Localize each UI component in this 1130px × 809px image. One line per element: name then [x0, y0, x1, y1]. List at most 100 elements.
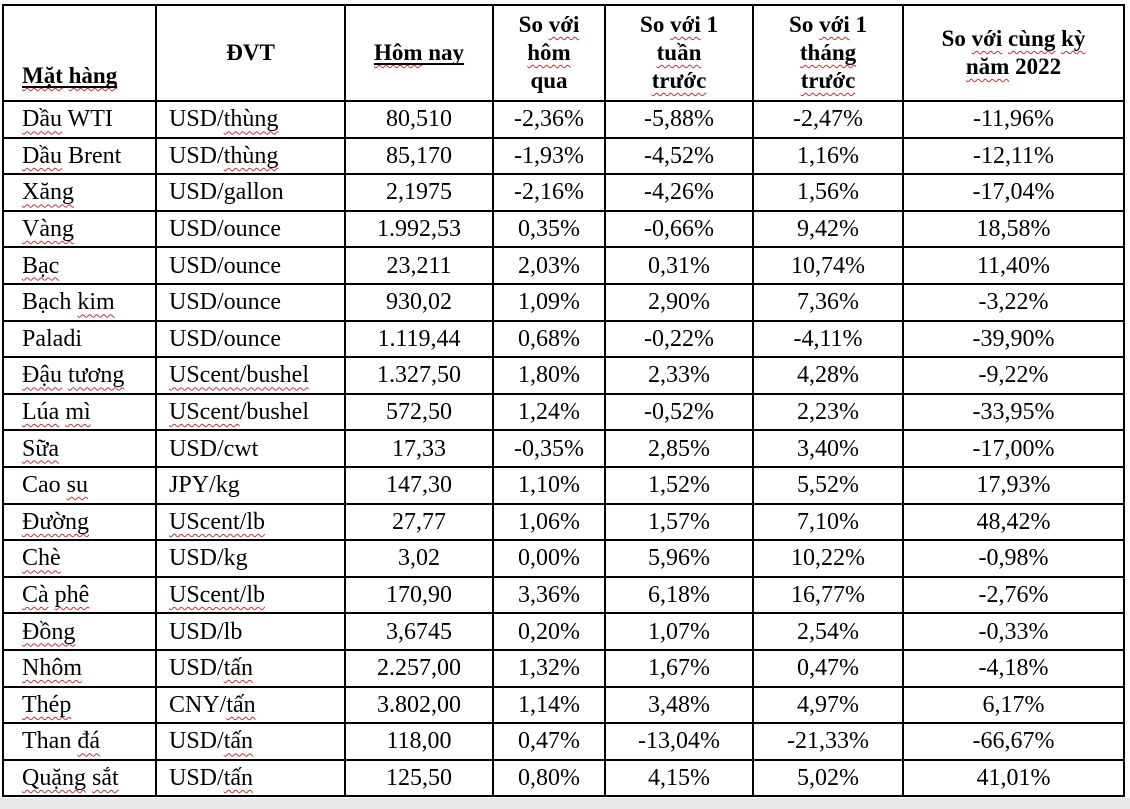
table-row: Vàng USD/ounce 1.992,53 0,35% -0,66% 9,4… — [2, 209, 1125, 249]
unit-cell: UScent/bushel — [155, 392, 346, 432]
vs-week-cell: -0,22% — [604, 319, 754, 359]
vs-month-cell: 16,77% — [752, 575, 904, 615]
commodity-name-cell: Thép — [2, 685, 157, 725]
column-header-commodity: Mặt hàng — [2, 4, 157, 102]
today-price-cell: 27,77 — [344, 502, 494, 542]
vs-2022-cell: 41,01% — [902, 758, 1125, 798]
today-price-cell: 1.119,44 — [344, 319, 494, 359]
commodity-name-cell: Đậu tương — [2, 356, 157, 395]
today-price-cell: 85,170 — [344, 136, 494, 176]
vs-2022-cell: -33,95% — [902, 392, 1125, 432]
vs-month-cell: 9,42% — [752, 209, 904, 249]
today-price-cell: 1.327,50 — [344, 356, 494, 395]
vs-month-cell: 2,23% — [752, 392, 904, 432]
unit-cell: CNY/tấn — [155, 685, 346, 725]
vs-2022-cell: -66,67% — [902, 722, 1125, 761]
commodity-name-cell: Than đá — [2, 722, 157, 761]
vs-yesterday-cell: -1,93% — [492, 136, 606, 176]
vs-month-cell: 7,36% — [752, 282, 904, 322]
vs-month-cell: 4,97% — [752, 685, 904, 725]
unit-cell: USD/lb — [155, 612, 346, 651]
vs-week-cell: -0,66% — [604, 209, 754, 249]
vs-2022-cell: -0,33% — [902, 612, 1125, 651]
vs-yesterday-cell: 1,14% — [492, 685, 606, 725]
table-row: Đường UScent/lb 27,77 1,06% 1,57% 7,10% … — [2, 502, 1125, 542]
vs-month-cell: 4,28% — [752, 356, 904, 395]
column-header-today: Hôm nay — [344, 4, 494, 102]
unit-cell: USD/tấn — [155, 722, 346, 761]
vs-yesterday-cell: 1,24% — [492, 392, 606, 432]
today-price-cell: 170,90 — [344, 575, 494, 615]
commodity-name-cell: Vàng — [2, 209, 157, 249]
commodity-name-cell: Xăng — [2, 173, 157, 212]
vs-week-cell: -13,04% — [604, 722, 754, 761]
vs-week-cell: 3,48% — [604, 685, 754, 725]
vs-week-cell: 1,57% — [604, 502, 754, 542]
vs-yesterday-cell: 1,32% — [492, 648, 606, 688]
vs-2022-cell: -11,96% — [902, 100, 1125, 139]
vs-yesterday-cell: 0,68% — [492, 319, 606, 359]
table-row: Than đá USD/tấn 118,00 0,47% -13,04% -21… — [2, 722, 1125, 761]
vs-month-cell: 10,22% — [752, 539, 904, 578]
commodity-name-cell: Sữa — [2, 429, 157, 468]
vs-yesterday-cell: 1,09% — [492, 282, 606, 322]
unit-cell: USD/ounce — [155, 319, 346, 359]
vs-yesterday-cell: 1,10% — [492, 465, 606, 505]
column-header-vs-yesterday: So với hôm qua — [492, 4, 606, 102]
table-row: Đậu tương UScent/bushel 1.327,50 1,80% 2… — [2, 356, 1125, 395]
table-row: Thép CNY/tấn 3.802,00 1,14% 3,48% 4,97% … — [2, 685, 1125, 725]
commodity-name-cell: Chè — [2, 539, 157, 578]
vs-2022-cell: -12,11% — [902, 136, 1125, 176]
vs-month-cell: -2,47% — [752, 100, 904, 139]
vs-2022-cell: -9,22% — [902, 356, 1125, 395]
today-price-cell: 572,50 — [344, 392, 494, 432]
vs-month-cell: 0,47% — [752, 648, 904, 688]
commodity-name-cell: Đường — [2, 502, 157, 542]
vs-month-cell: 5,02% — [752, 758, 904, 798]
unit-cell: USD/kg — [155, 539, 346, 578]
table-row: Dầu WTI USD/thùng 80,510 -2,36% -5,88% -… — [2, 100, 1125, 139]
vs-2022-cell: 11,40% — [902, 246, 1125, 285]
today-price-cell: 80,510 — [344, 100, 494, 139]
vs-week-cell: -5,88% — [604, 100, 754, 139]
commodity-name-cell: Bạc — [2, 246, 157, 285]
page-edge-strip — [0, 798, 1130, 809]
commodity-name-cell: Paladi — [2, 319, 157, 359]
today-price-cell: 930,02 — [344, 282, 494, 322]
vs-yesterday-cell: 1,06% — [492, 502, 606, 542]
vs-2022-cell: 48,42% — [902, 502, 1125, 542]
vs-month-cell: 3,40% — [752, 429, 904, 468]
vs-week-cell: 2,85% — [604, 429, 754, 468]
unit-cell: UScent/lb — [155, 502, 346, 542]
vs-yesterday-cell: -2,16% — [492, 173, 606, 212]
table-row: Sữa USD/cwt 17,33 -0,35% 2,85% 3,40% -17… — [2, 429, 1125, 468]
table-body: Dầu WTI USD/thùng 80,510 -2,36% -5,88% -… — [2, 100, 1125, 798]
table-row: Xăng USD/gallon 2,1975 -2,16% -4,26% 1,5… — [2, 173, 1125, 212]
vs-2022-cell: -0,98% — [902, 539, 1125, 578]
table-row: Chè USD/kg 3,02 0,00% 5,96% 10,22% -0,98… — [2, 539, 1125, 578]
vs-month-cell: 1,16% — [752, 136, 904, 176]
unit-cell: USD/tấn — [155, 648, 346, 688]
table-row: Paladi USD/ounce 1.119,44 0,68% -0,22% -… — [2, 319, 1125, 359]
today-price-cell: 3,6745 — [344, 612, 494, 651]
vs-yesterday-cell: 0,20% — [492, 612, 606, 651]
today-price-cell: 23,211 — [344, 246, 494, 285]
vs-yesterday-cell: 1,80% — [492, 356, 606, 395]
table-row: Cà phê UScent/lb 170,90 3,36% 6,18% 16,7… — [2, 575, 1125, 615]
column-header-vs-month: So với 1 tháng trước — [752, 4, 904, 102]
unit-cell: USD/thùng — [155, 100, 346, 139]
vs-2022-cell: -17,04% — [902, 173, 1125, 212]
vs-week-cell: 1,67% — [604, 648, 754, 688]
vs-month-cell: 10,74% — [752, 246, 904, 285]
commodity-name-cell: Dầu Brent — [2, 136, 157, 176]
vs-week-cell: 5,96% — [604, 539, 754, 578]
vs-month-cell: 5,52% — [752, 465, 904, 505]
commodity-price-table: Mặt hàng ĐVT Hôm nay So với hôm qua So với… — [2, 4, 1125, 798]
vs-month-cell: -4,11% — [752, 319, 904, 359]
vs-yesterday-cell: 0,80% — [492, 758, 606, 798]
table-row: Bạc USD/ounce 23,211 2,03% 0,31% 10,74% … — [2, 246, 1125, 285]
commodity-name-cell: Bạch kim — [2, 282, 157, 322]
vs-yesterday-cell: 0,00% — [492, 539, 606, 578]
commodity-name-cell: Nhôm — [2, 648, 157, 688]
vs-2022-cell: 6,17% — [902, 685, 1125, 725]
